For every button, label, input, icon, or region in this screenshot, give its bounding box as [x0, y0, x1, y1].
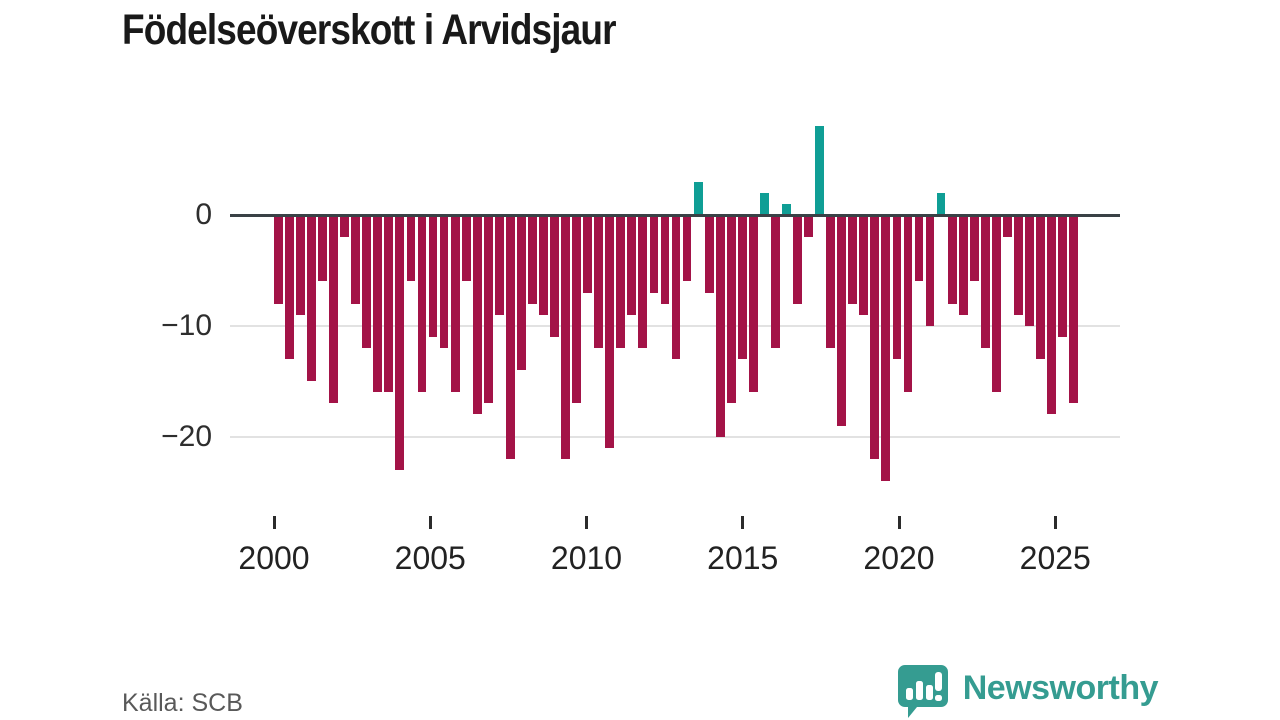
bar	[771, 216, 780, 348]
bar	[1002, 216, 1012, 238]
x-axis-label: 2020	[863, 540, 935, 576]
x-axis-tick	[1053, 516, 1057, 529]
bar	[395, 216, 405, 470]
bar	[494, 216, 504, 315]
bar	[638, 216, 648, 348]
bar	[561, 216, 570, 459]
bar	[329, 216, 339, 404]
zero-axis-line	[230, 213, 1120, 217]
bar	[715, 216, 725, 437]
bar	[870, 216, 880, 459]
x-axis-label: 2015	[707, 540, 779, 576]
bar	[782, 203, 791, 214]
bar	[539, 216, 548, 315]
bar	[892, 216, 902, 360]
bar	[826, 216, 836, 348]
bar	[903, 216, 913, 393]
bar	[439, 216, 449, 348]
bar	[1014, 216, 1023, 315]
bar	[936, 192, 946, 214]
bar	[428, 216, 438, 337]
bar	[1025, 216, 1034, 326]
brand-logo: Newsworthy	[897, 664, 1159, 718]
bar	[274, 216, 283, 304]
bar	[340, 216, 350, 238]
bar	[1058, 216, 1067, 337]
bar	[737, 216, 747, 360]
bar	[837, 216, 847, 426]
bar	[362, 216, 372, 348]
bar	[682, 216, 692, 282]
bar	[384, 216, 394, 393]
bar	[483, 216, 493, 404]
x-axis-label: 2000	[238, 540, 310, 576]
bar	[583, 216, 593, 293]
bar	[859, 216, 869, 315]
brand-wordmark: Newsworthy	[962, 668, 1159, 707]
bar	[671, 216, 681, 360]
bar	[1036, 216, 1045, 360]
bar	[693, 181, 703, 214]
bar	[572, 216, 581, 404]
bar	[704, 216, 714, 293]
bar	[516, 216, 526, 371]
source-note: Källa: SCB	[122, 689, 243, 717]
x-axis-tick	[585, 516, 588, 529]
bar	[958, 216, 968, 315]
x-axis-label: 2005	[394, 540, 466, 576]
bar	[848, 216, 858, 304]
x-axis-tick	[741, 516, 745, 529]
bar	[351, 216, 361, 304]
bar	[815, 126, 824, 214]
bar	[528, 216, 537, 304]
bar	[881, 216, 891, 481]
y-axis-label: −10	[161, 308, 212, 342]
x-axis-tick	[272, 516, 276, 529]
bar	[472, 216, 482, 415]
bar	[793, 216, 802, 304]
bar	[947, 216, 957, 304]
bar	[804, 216, 813, 238]
bar	[505, 216, 515, 459]
bar	[969, 216, 979, 282]
bar	[616, 216, 626, 348]
bar	[307, 216, 316, 382]
chart-title: Födelseöverskott i Arvidsjaur	[122, 6, 617, 54]
x-axis-tick	[897, 516, 901, 529]
bar	[627, 216, 637, 315]
newsworthy-logo-icon	[897, 665, 948, 718]
bar	[296, 216, 305, 315]
bar	[991, 216, 1001, 393]
bar	[660, 216, 670, 304]
bar	[980, 216, 990, 348]
bar	[605, 216, 615, 448]
y-axis-label: 0	[195, 198, 212, 231]
gridline-y-20	[230, 435, 1120, 438]
bar	[417, 216, 427, 393]
y-axis-label: −20	[161, 419, 212, 453]
bar	[925, 216, 935, 326]
bar	[726, 216, 736, 404]
bar	[594, 216, 604, 348]
bar	[450, 216, 460, 393]
x-axis-label: 2025	[1019, 540, 1091, 576]
plot-area: 0 −10 −20 2000 2005 2010 2015 2020 2025	[161, 126, 1120, 576]
bar	[373, 216, 383, 393]
x-axis-tick	[428, 516, 432, 529]
bar	[759, 192, 769, 214]
bar	[285, 216, 294, 360]
bar	[318, 216, 327, 282]
bar	[1069, 216, 1079, 404]
bar	[550, 216, 559, 337]
bar	[649, 216, 659, 293]
bar	[914, 216, 924, 282]
bar	[1047, 216, 1056, 415]
bar	[461, 216, 471, 282]
bar	[406, 216, 416, 282]
bar	[748, 216, 758, 393]
x-axis-label: 2010	[550, 540, 623, 576]
